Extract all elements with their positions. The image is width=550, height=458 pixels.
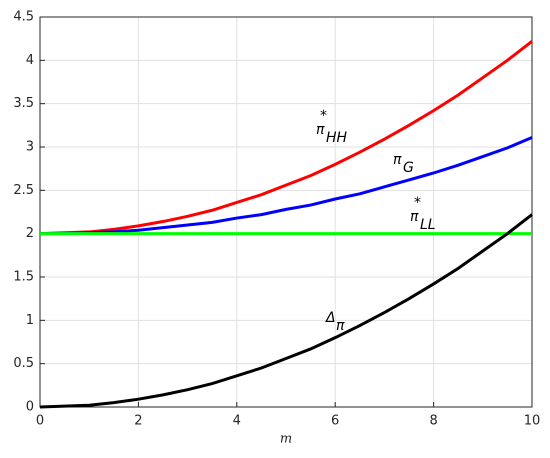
plot-frame: [39, 16, 533, 408]
y-tick-label: 1: [26, 313, 34, 328]
y-tick-label: 3.5: [13, 96, 34, 111]
y-tick-label: 4.5: [13, 10, 34, 25]
annotation-sup: *: [414, 195, 421, 211]
x-tick-label: 8: [429, 414, 437, 429]
x-axis-label: m: [280, 432, 292, 447]
y-tick-label: 1.5: [13, 270, 34, 285]
annotation-sub: G: [403, 160, 414, 176]
annotation-sub: π: [336, 318, 345, 334]
annotation-sup: *: [320, 108, 327, 124]
annotation-sub: LL: [420, 217, 436, 233]
y-tick-label: 4: [26, 53, 34, 68]
y-tick-label: 2: [26, 226, 34, 241]
annotation-main: π: [410, 209, 419, 225]
x-tick-label: 0: [36, 414, 44, 429]
y-tick-label: 2.5: [13, 183, 34, 198]
y-tick-label: 0: [26, 400, 34, 415]
annotation-main: π: [393, 152, 402, 168]
series-line: [40, 136, 533, 236]
x-tick-label: 10: [524, 414, 541, 429]
annotation-sub: HH: [326, 130, 348, 146]
x-tick-label: 4: [233, 414, 241, 429]
x-tick-label: 6: [331, 414, 339, 429]
y-tick-label: 3: [26, 140, 34, 155]
y-tick-label: 0.5: [13, 356, 34, 371]
annotation-main: Δ: [325, 310, 336, 326]
annotation-main: π: [316, 122, 325, 138]
x-tick-label: 2: [134, 414, 142, 429]
series-line: [39, 213, 533, 409]
series-line: [39, 40, 533, 236]
